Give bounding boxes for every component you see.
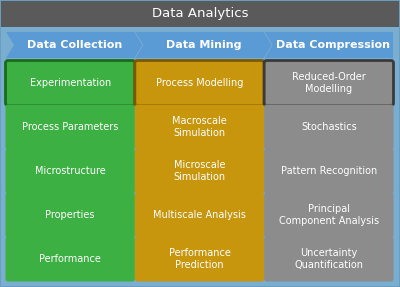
Text: Performance: Performance [39, 254, 101, 264]
Text: Macroscale
Simulation: Macroscale Simulation [172, 116, 227, 138]
FancyBboxPatch shape [264, 193, 394, 238]
FancyBboxPatch shape [264, 104, 394, 150]
FancyBboxPatch shape [6, 148, 135, 193]
Text: Data Compression: Data Compression [276, 40, 390, 50]
FancyBboxPatch shape [6, 193, 135, 238]
FancyBboxPatch shape [264, 236, 394, 282]
FancyBboxPatch shape [135, 236, 264, 282]
Text: Process Modelling: Process Modelling [156, 78, 243, 88]
Text: Pattern Recognition: Pattern Recognition [281, 166, 377, 176]
FancyBboxPatch shape [6, 236, 135, 282]
Text: Uncertainty
Quantification: Uncertainty Quantification [294, 248, 363, 270]
FancyBboxPatch shape [135, 61, 264, 106]
Text: Principal
Component Analysis: Principal Component Analysis [279, 204, 379, 226]
Polygon shape [265, 32, 393, 58]
Text: Stochastics: Stochastics [301, 122, 357, 132]
Text: Process Parameters: Process Parameters [22, 122, 118, 132]
Polygon shape [6, 32, 142, 58]
Text: Reduced-Order
Modelling: Reduced-Order Modelling [292, 72, 366, 94]
FancyBboxPatch shape [6, 104, 135, 150]
Text: Properties: Properties [46, 210, 95, 220]
FancyBboxPatch shape [135, 193, 264, 238]
Bar [1, 1, 399, 27]
Text: Data Collection: Data Collection [26, 40, 122, 50]
Text: Microscale
Simulation: Microscale Simulation [174, 160, 226, 182]
Polygon shape [135, 32, 272, 58]
Text: Experimentation: Experimentation [30, 78, 111, 88]
FancyBboxPatch shape [264, 148, 394, 193]
Text: Data Analytics: Data Analytics [152, 7, 248, 20]
Text: Multiscale Analysis: Multiscale Analysis [153, 210, 246, 220]
Text: Performance
Prediction: Performance Prediction [168, 248, 230, 270]
FancyBboxPatch shape [135, 148, 264, 193]
Text: Microstructure: Microstructure [35, 166, 106, 176]
FancyBboxPatch shape [135, 104, 264, 150]
FancyBboxPatch shape [264, 61, 394, 106]
FancyBboxPatch shape [6, 61, 135, 106]
Text: Data Mining: Data Mining [166, 40, 241, 50]
